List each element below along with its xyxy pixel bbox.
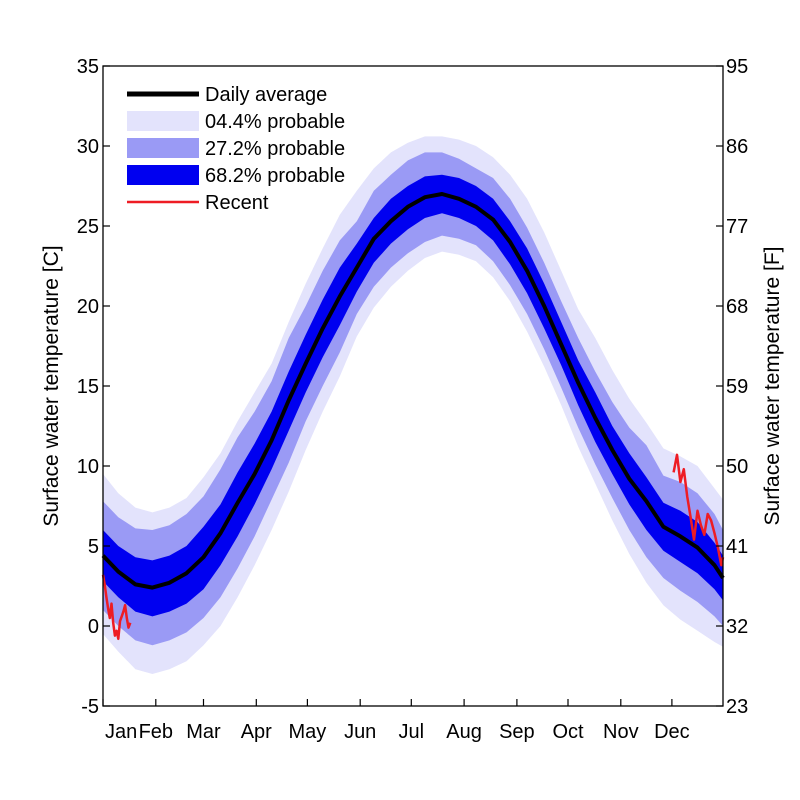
left-tick-label: 25 [77,216,99,238]
band-68-2-percent [103,174,723,617]
legend-label-band_04_4: 04.4% probable [205,111,345,133]
band-27-2-percent [103,152,723,646]
left-tick-label: -5 [81,696,99,718]
right-tick-label: 23 [726,696,748,718]
left-tick-label: 20 [77,296,99,318]
right-tick-label: 95 [726,56,748,78]
left-y-axis: -5 0 5 10 15 20 25 30 35 [77,56,110,718]
left-tick-label: 0 [88,616,99,638]
right-tick-label: 41 [726,536,748,558]
x-tick-label: Jan [105,721,137,743]
x-tick-label: May [288,721,326,743]
left-tick-label: 10 [77,456,99,478]
plot-area [101,136,725,674]
right-tick-label: 77 [726,216,748,238]
series-lines [101,192,725,641]
x-tick-label: Aug [446,721,482,743]
x-tick-label: Feb [139,721,173,743]
daily-average-line [101,192,725,590]
left-tick-label: 30 [77,136,99,158]
x-tick-label: Apr [241,721,272,743]
legend-label-band_27_2: 27.2% probable [205,138,345,160]
x-tick-label: Oct [552,721,584,743]
band-04-4-percent [103,136,723,674]
x-tick-label: Sep [499,721,535,743]
recent-line-segment-2 [672,453,725,567]
legend-swatch-band_04_4 [127,111,199,131]
right-tick-label: 86 [726,136,748,158]
right-tick-label: 32 [726,616,748,638]
right-y-axis: 23 32 41 50 59 68 77 86 95 [716,56,748,718]
x-tick-label: Jun [344,721,376,743]
x-tick-label: Jul [399,721,425,743]
x-tick-label: Dec [654,721,690,743]
legend-swatch-band_68_2 [127,165,199,185]
right-tick-label: 59 [726,376,748,398]
left-tick-label: 35 [77,56,99,78]
legend-label-band_68_2: 68.2% probable [205,165,345,187]
x-axis: Jan Feb Mar Apr May Jun Jul Aug Sep Oct Nov Dec [102,699,690,743]
legend-label-daily_average: Daily average [205,84,327,106]
legend-swatch-band_27_2 [127,138,199,158]
left-tick-label: 5 [88,536,99,558]
recent-line-segment-1 [101,574,132,641]
probability-bands [103,136,723,674]
left-tick-label: 15 [77,376,99,398]
y-axis-title-left: Surface water temperature [C] [40,245,63,526]
legend: Daily average 04.4% probable 27.2% probabl… [127,84,345,214]
x-tick-label: Mar [186,721,221,743]
x-tick-label: Nov [603,721,639,743]
right-tick-label: 50 [726,456,748,478]
y-axis-title-right: Surface water temperature [F] [761,247,784,526]
legend-label-recent: Recent [205,192,269,214]
right-tick-label: 68 [726,296,748,318]
